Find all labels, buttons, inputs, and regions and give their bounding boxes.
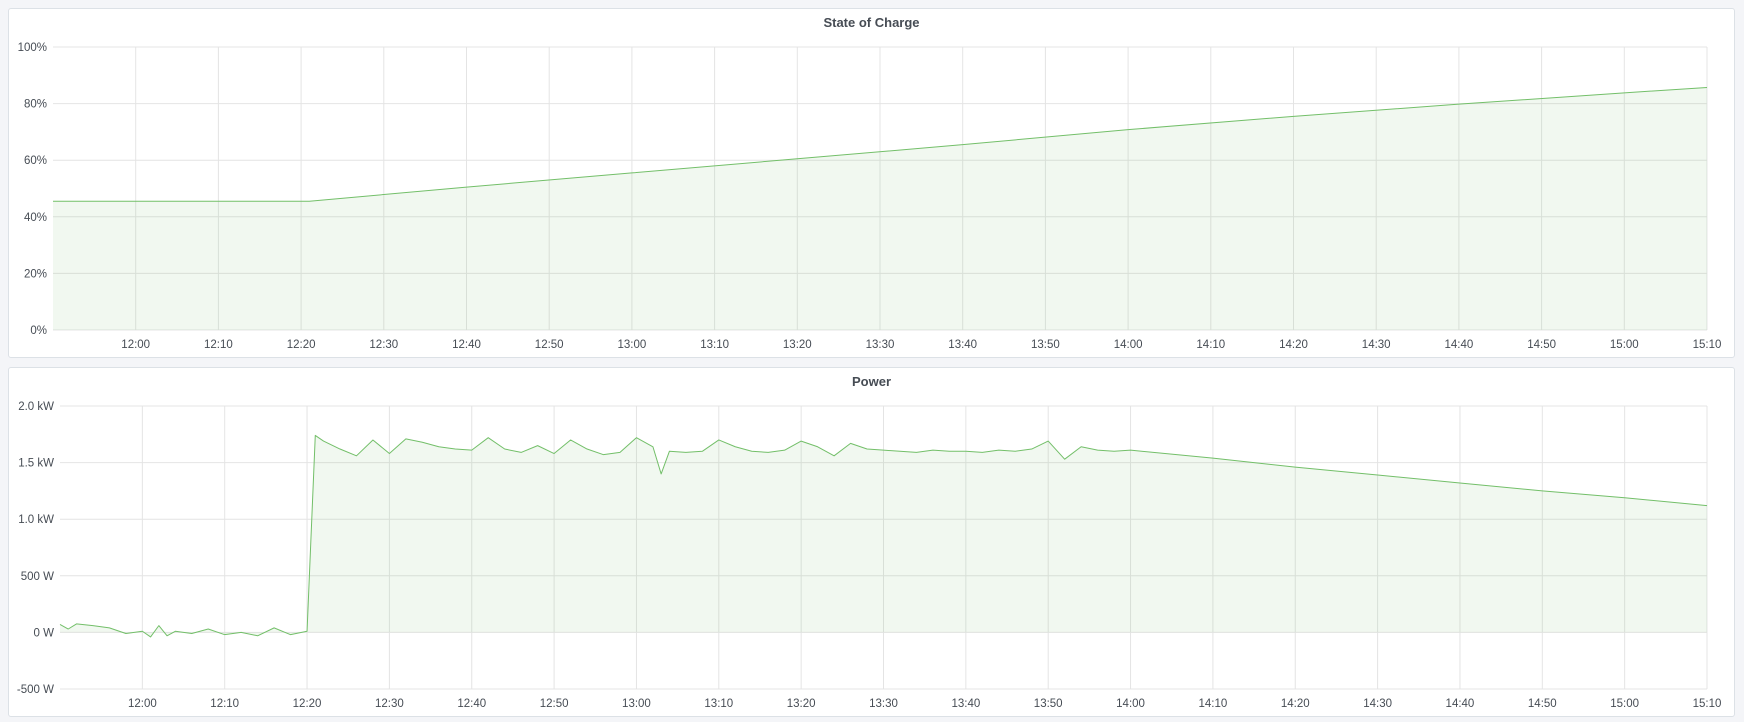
x-tick-label: 12:50: [540, 698, 569, 710]
panel-title: Power: [851, 374, 891, 389]
y-tick-label: 60%: [24, 155, 47, 167]
x-tick-label: 13:30: [866, 339, 895, 351]
x-tick-label: 14:40: [1445, 339, 1474, 351]
x-tick-label: 14:00: [1116, 698, 1145, 710]
panel-title: State of Charge: [823, 15, 920, 30]
x-tick-label: 14:20: [1281, 698, 1310, 710]
x-tick-label: 15:00: [1610, 339, 1639, 351]
x-tick-label: 13:00: [622, 698, 651, 710]
y-tick-label: 0 W: [34, 627, 55, 639]
x-tick-label: 13:40: [948, 339, 977, 351]
x-tick-label: 12:00: [121, 339, 150, 351]
power-chart: -500 W 0 W 500 W 1.0 kW 1.5 kW 2.0 kW 12:00 12:…: [17, 401, 1722, 710]
x-tick-label: 13:20: [783, 339, 812, 351]
x-tick-label: 12:40: [452, 339, 481, 351]
y-tick-label: 100%: [18, 42, 47, 54]
x-tick-label: 13:00: [618, 339, 647, 351]
x-tick-label: 15:00: [1610, 698, 1639, 710]
y-tick-label: 20%: [24, 268, 47, 280]
x-tick-label: 13:40: [951, 698, 980, 710]
x-tick-label: 13:30: [869, 698, 898, 710]
y-tick-label: 1.5 kW: [18, 458, 54, 470]
state-of-charge-chart: 0% 20% 40% 60% 80% 100% 12:00 12:10 12:20 12:30 12…: [18, 42, 1722, 351]
x-tick-label: 14:10: [1199, 698, 1228, 710]
x-tick-label: 14:20: [1279, 339, 1308, 351]
x-tick-label: 14:40: [1446, 698, 1475, 710]
x-tick-label: 13:20: [787, 698, 816, 710]
state-of-charge-panel: State of Charge 0% 20% 40% 60% 80% 100% 12:00 1…: [8, 8, 1735, 358]
x-tick-label: 12:10: [210, 698, 239, 710]
y-tick-label: 40%: [24, 212, 47, 224]
x-tick-label: 15:10: [1693, 339, 1722, 351]
y-tick-label: 0%: [30, 325, 47, 337]
x-tick-label: 15:10: [1693, 698, 1722, 710]
x-tick-label: 12:20: [287, 339, 316, 351]
x-tick-label: 13:10: [700, 339, 729, 351]
x-tick-label: 13:10: [704, 698, 733, 710]
x-tick-label: 12:40: [457, 698, 486, 710]
y-tick-label: 500 W: [21, 571, 54, 583]
x-tick-label: 14:10: [1196, 339, 1225, 351]
x-tick-label: 12:10: [204, 339, 233, 351]
y-tick-label: -500 W: [17, 684, 54, 696]
x-tick-label: 12:00: [128, 698, 157, 710]
series-line: [53, 86, 1708, 202]
y-tick-label: 2.0 kW: [18, 401, 54, 413]
x-tick-label: 13:50: [1034, 698, 1063, 710]
x-tick-label: 14:50: [1528, 698, 1557, 710]
x-tick-label: 12:30: [369, 339, 398, 351]
x-tick-label: 14:30: [1362, 339, 1391, 351]
x-tick-label: 14:30: [1363, 698, 1392, 710]
series-area-fill: [53, 87, 1707, 331]
x-tick-label: 12:50: [535, 339, 564, 351]
series-area-fill: [60, 435, 1707, 637]
x-tick-label: 14:50: [1527, 339, 1556, 351]
x-tick-label: 12:20: [293, 698, 322, 710]
power-panel: Power -500 W 0 W 500 W 1.0 kW 1.5 kW 2.0 kW 12…: [8, 367, 1735, 717]
x-tick-label: 13:50: [1031, 339, 1060, 351]
y-tick-label: 80%: [24, 99, 47, 111]
series-line: [59, 434, 1708, 638]
x-tick-label: 14:00: [1114, 339, 1143, 351]
x-tick-label: 12:30: [375, 698, 404, 710]
y-tick-label: 1.0 kW: [18, 514, 54, 526]
